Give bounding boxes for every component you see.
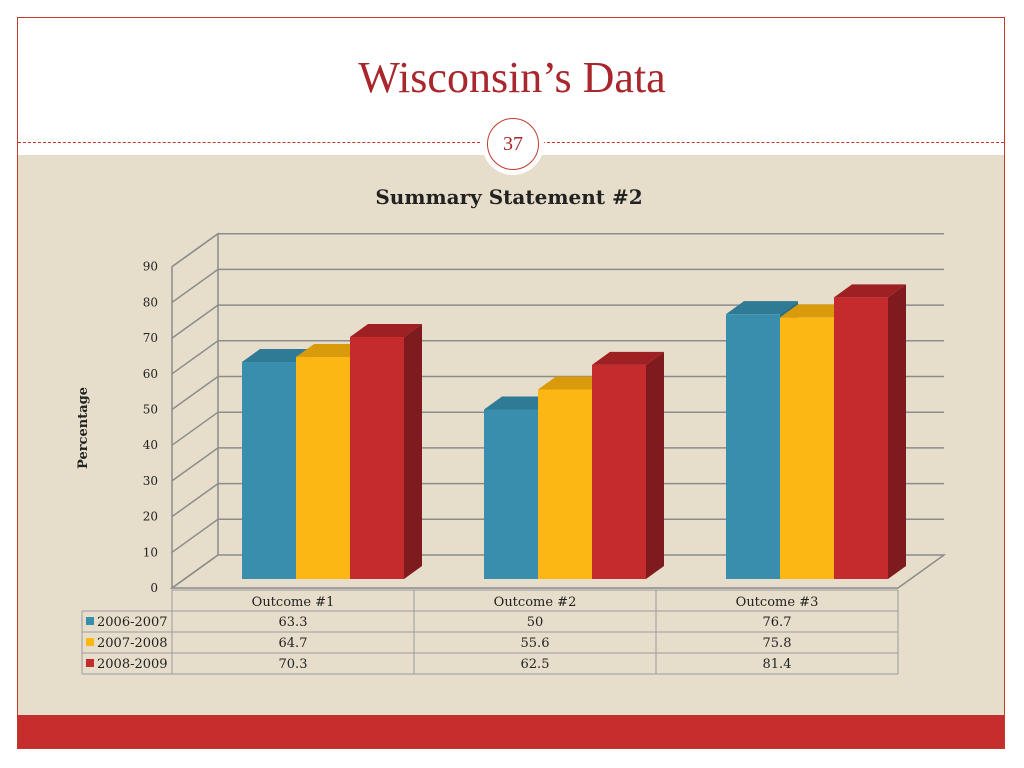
- chart-title: Summary Statement #2: [375, 185, 642, 209]
- data-label: 64.7: [279, 636, 308, 651]
- side-wall: [171, 232, 219, 590]
- gridline: [171, 232, 944, 268]
- bar: [296, 357, 350, 579]
- bar: [242, 362, 296, 579]
- bar: [780, 317, 834, 579]
- y-tick-label: 70: [143, 331, 158, 345]
- gridline: [171, 375, 944, 411]
- data-table: Outcome #1 Outcome #2 Outcome #3 2006-2007 6…: [81, 589, 899, 675]
- bar-top: [726, 301, 798, 315]
- bars: [242, 284, 906, 579]
- data-label: 63.3: [279, 615, 308, 630]
- legend-swatch: [86, 659, 94, 667]
- legend-swatch: [86, 617, 94, 625]
- legend-label: 2006-2007: [97, 615, 168, 630]
- x-tick-label: Outcome #2: [494, 595, 577, 610]
- data-label: 75.8: [763, 636, 792, 651]
- y-axis-label: Percentage: [76, 387, 91, 469]
- bar: [726, 314, 780, 579]
- gridline: [171, 411, 944, 446]
- bar-side: [646, 351, 664, 579]
- bar: [350, 337, 404, 579]
- y-tick-label: 20: [143, 510, 158, 524]
- bar: [834, 297, 888, 579]
- bar: [538, 389, 592, 579]
- gridline: [171, 447, 944, 482]
- x-tick-label: Outcome #1: [252, 595, 335, 610]
- y-tick-label: 30: [143, 474, 158, 488]
- bar-side: [404, 324, 422, 579]
- page-number: 37: [487, 118, 539, 170]
- data-label: 76.7: [763, 615, 792, 630]
- gridline: [171, 340, 944, 375]
- gridline: [171, 482, 944, 518]
- slide-title: Wisconsin’s Data: [358, 53, 666, 102]
- legend-swatch: [86, 638, 94, 646]
- floor: [169, 554, 947, 589]
- y-tick-label: 40: [143, 438, 158, 452]
- bar-top: [834, 284, 906, 298]
- y-tick-label: 60: [143, 367, 158, 381]
- legend-label: 2008-2009: [97, 657, 168, 672]
- gridline: [171, 268, 944, 304]
- footer-band: [18, 715, 1004, 748]
- y-tick-label: 0: [150, 581, 158, 595]
- y-axis-ticks: 0 10 20 30 40 50 60 70 80 90: [143, 260, 158, 595]
- data-label: 50: [527, 615, 544, 630]
- bar: [484, 409, 538, 579]
- y-tick-label: 90: [143, 260, 158, 274]
- gridline: [171, 304, 944, 339]
- y-tick-label: 80: [143, 295, 158, 309]
- bar-side: [888, 284, 906, 579]
- gridline: [171, 518, 944, 553]
- data-label: 70.3: [279, 657, 308, 672]
- bar-top: [350, 324, 422, 338]
- y-tick-label: 50: [143, 403, 158, 417]
- data-label: 62.5: [521, 657, 550, 672]
- bar-top: [592, 351, 664, 365]
- gridlines: [171, 232, 944, 553]
- y-tick-label: 10: [143, 545, 158, 559]
- bar: [592, 364, 646, 579]
- data-label: 55.6: [521, 636, 550, 651]
- x-tick-label: Outcome #3: [736, 595, 819, 610]
- data-label: 81.4: [763, 657, 792, 672]
- legend-label: 2007-2008: [97, 636, 168, 651]
